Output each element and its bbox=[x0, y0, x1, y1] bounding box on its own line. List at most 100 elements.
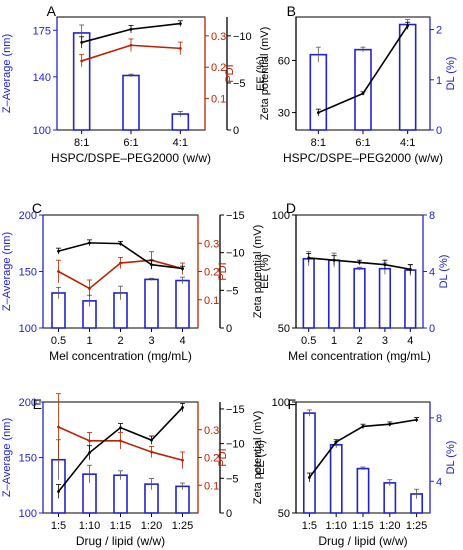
panel-d bbox=[292, 214, 427, 332]
right-axis-label: DL (%) bbox=[445, 57, 457, 91]
x-axis-tick-label: 4 bbox=[179, 335, 185, 347]
right-axis-tick-label: 1 bbox=[436, 75, 442, 87]
right-axis-tick-label: 8 bbox=[429, 210, 435, 222]
right-axis-tick-label: −15 bbox=[226, 210, 245, 222]
right-axis-tick-label: 0 bbox=[429, 323, 435, 335]
right-axis-tick-label: 0.1 bbox=[211, 94, 226, 106]
x-axis-tick-label: 1:15 bbox=[352, 520, 373, 532]
bar bbox=[353, 267, 366, 329]
line-point bbox=[308, 476, 311, 479]
x-axis-tick-label: 4:1 bbox=[173, 137, 188, 149]
right-axis-label: DL (%) bbox=[438, 255, 450, 289]
bar bbox=[122, 74, 140, 131]
left-axis-tick-label: 60 bbox=[278, 55, 290, 67]
x-axis-tick-label: 1:20 bbox=[379, 520, 400, 532]
x-axis-tick-label: 4:1 bbox=[400, 137, 415, 149]
right-axis-tick-label: 0.1 bbox=[204, 295, 219, 307]
x-axis-tick-label: 1:10 bbox=[325, 520, 346, 532]
x-axis-tick-label: 6:1 bbox=[355, 137, 370, 149]
panel-letter: F bbox=[287, 396, 296, 412]
right-axis-tick-label: −10 bbox=[226, 439, 245, 451]
bar bbox=[329, 444, 343, 514]
x-axis-tick-label: 1 bbox=[86, 335, 92, 347]
line-point bbox=[88, 451, 91, 455]
panel-letter: A bbox=[47, 3, 57, 19]
right-axis-label: PDI bbox=[224, 64, 236, 82]
panel-c bbox=[39, 214, 224, 332]
left-axis-tick-label: 200 bbox=[19, 397, 37, 409]
x-axis-tick-label: 1:25 bbox=[172, 520, 193, 532]
line-point bbox=[332, 258, 336, 262]
left-axis-label: Z–Average (nm) bbox=[1, 34, 13, 113]
x-axis-tick-label: 0.5 bbox=[301, 335, 316, 347]
line-point bbox=[80, 59, 84, 63]
line-point bbox=[119, 426, 122, 430]
x-axis-tick-label: 0.5 bbox=[51, 335, 66, 347]
right-axis-label: PDI bbox=[217, 262, 229, 280]
line-point bbox=[388, 422, 392, 426]
x-axis-label: Mel concentration (mg/mL) bbox=[49, 349, 192, 363]
left-axis-tick-label: 200 bbox=[19, 210, 37, 222]
line-point bbox=[408, 267, 412, 271]
left-axis-label: EE (%) bbox=[259, 254, 271, 289]
x-axis-label: Mel concentration (mg/mL) bbox=[288, 349, 431, 363]
right-axis-tick-label: 4 bbox=[429, 267, 435, 279]
line-point bbox=[119, 242, 122, 246]
line-point bbox=[150, 438, 153, 442]
line-point bbox=[383, 263, 387, 267]
panel-b bbox=[292, 16, 434, 134]
line-point bbox=[57, 425, 60, 429]
x-axis-tick-label: 3 bbox=[382, 335, 388, 347]
left-axis-tick-label: 100 bbox=[19, 323, 37, 335]
x-axis-tick-label: 1:15 bbox=[110, 520, 131, 532]
x-axis-tick-label: 1:5 bbox=[302, 520, 317, 532]
right-axis-tick-label: −5 bbox=[226, 285, 239, 297]
left-axis-tick-label: 50 bbox=[278, 323, 290, 335]
line-point bbox=[88, 439, 91, 443]
bar bbox=[113, 474, 128, 514]
x-axis-tick-label: 4 bbox=[407, 335, 413, 347]
panel-a bbox=[53, 16, 231, 134]
left-axis-label: EE (%) bbox=[255, 440, 267, 475]
line-point bbox=[307, 256, 311, 260]
line-point bbox=[178, 46, 182, 50]
x-axis-tick-label: 8:1 bbox=[74, 137, 89, 149]
line-point bbox=[80, 41, 84, 44]
bar bbox=[302, 412, 316, 514]
right-axis-tick-label: 0.3 bbox=[204, 238, 219, 250]
line-point bbox=[358, 261, 361, 264]
right-axis-tick-label: 0.3 bbox=[211, 31, 226, 43]
left-axis-label: Z–Average (nm) bbox=[1, 232, 13, 311]
left-axis-label: Z–Average (nm) bbox=[1, 418, 13, 497]
left-axis-label: EE (%) bbox=[255, 56, 267, 91]
left-axis-tick-label: 100 bbox=[19, 508, 37, 520]
right-axis-label: Zeta potential (mV) bbox=[259, 27, 271, 121]
bar bbox=[144, 278, 159, 329]
line-point bbox=[129, 27, 133, 31]
bar bbox=[383, 482, 397, 514]
bar bbox=[302, 257, 315, 329]
right-axis-tick-label: 4 bbox=[436, 476, 442, 488]
panel-letter: C bbox=[32, 200, 42, 216]
right-axis-tick-label: 0 bbox=[436, 125, 442, 137]
right-axis-label: PDI bbox=[217, 448, 229, 466]
left-axis-tick-label: 100 bbox=[272, 397, 290, 409]
bar bbox=[378, 267, 392, 329]
bar bbox=[398, 23, 417, 131]
line-point bbox=[361, 92, 365, 95]
x-axis-tick-label: 2 bbox=[356, 335, 362, 347]
x-axis-tick-label: 1:10 bbox=[79, 520, 100, 532]
line-point bbox=[150, 263, 153, 267]
right-axis-tick-label: 0.2 bbox=[211, 62, 226, 74]
bar bbox=[356, 467, 370, 514]
bar bbox=[327, 259, 341, 329]
bar bbox=[404, 269, 417, 329]
left-axis-tick-label: 100 bbox=[33, 125, 51, 137]
right-axis-tick-label: 0.2 bbox=[204, 267, 219, 279]
right-axis-tick-label: −15 bbox=[226, 404, 245, 416]
x-axis-label: HSPC/DSPE–PEG2000 (w/w) bbox=[283, 151, 443, 165]
line-point bbox=[415, 418, 418, 422]
left-axis-tick-label: 150 bbox=[19, 453, 37, 465]
panel-e bbox=[39, 393, 224, 517]
